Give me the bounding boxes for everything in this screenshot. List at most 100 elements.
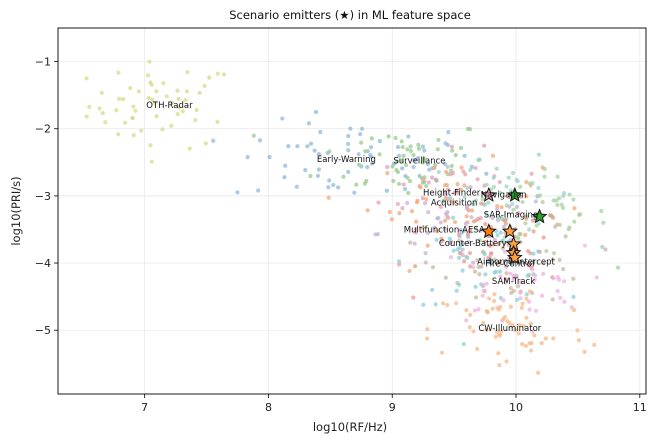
data-point — [152, 100, 157, 105]
data-point — [511, 207, 516, 212]
cluster-label: Acquisition — [431, 199, 478, 209]
data-point — [416, 142, 421, 147]
data-point — [194, 107, 199, 113]
data-point — [384, 188, 389, 193]
data-point — [467, 250, 473, 256]
data-point — [425, 243, 430, 248]
data-point — [561, 266, 566, 272]
data-point — [395, 144, 401, 150]
data-point — [400, 144, 405, 150]
data-point — [523, 221, 528, 226]
cluster-label: Height-Finder — [423, 189, 481, 199]
data-point — [490, 153, 496, 158]
data-point — [424, 336, 430, 341]
data-point — [484, 212, 489, 217]
data-point — [164, 94, 169, 99]
data-point — [100, 111, 105, 116]
data-point — [518, 194, 524, 200]
data-point — [481, 320, 486, 325]
data-point — [400, 166, 405, 171]
data-point — [420, 144, 426, 149]
data-point — [235, 190, 240, 195]
data-point — [499, 215, 504, 220]
data-point — [425, 327, 430, 332]
data-point — [533, 199, 538, 204]
data-point — [148, 143, 153, 148]
cluster-label: Early-Warning — [317, 155, 376, 165]
data-point — [547, 213, 553, 218]
data-point — [306, 121, 311, 126]
data-point — [493, 334, 498, 339]
data-point — [490, 306, 495, 311]
data-point — [566, 227, 571, 232]
data-point — [161, 81, 166, 86]
data-point — [551, 251, 557, 256]
data-point — [524, 216, 529, 221]
data-point — [497, 269, 503, 274]
data-point — [582, 349, 587, 354]
data-point — [286, 144, 291, 149]
data-point — [495, 218, 501, 223]
data-point — [495, 233, 500, 238]
data-point — [476, 216, 481, 222]
data-point — [411, 152, 416, 158]
data-point — [562, 299, 567, 304]
data-point — [397, 211, 402, 216]
data-point — [185, 70, 190, 75]
chart-title: Scenario emitters (★) in ML feature spac… — [229, 8, 471, 22]
data-point — [529, 348, 534, 353]
data-point — [149, 159, 154, 164]
data-point — [460, 247, 465, 252]
data-point — [175, 111, 180, 117]
data-point — [176, 105, 181, 110]
data-point — [422, 148, 427, 153]
data-point — [315, 173, 321, 179]
data-point — [407, 178, 413, 184]
data-point — [146, 95, 151, 101]
data-point — [498, 304, 503, 310]
data-point — [312, 148, 317, 153]
data-point — [405, 147, 410, 152]
data-point — [480, 197, 485, 202]
data-point — [558, 295, 563, 300]
data-point — [503, 264, 509, 269]
data-point — [352, 190, 357, 195]
data-point — [354, 182, 359, 187]
data-point — [600, 244, 605, 250]
data-point — [561, 191, 567, 196]
data-point — [395, 201, 400, 207]
data-point — [462, 183, 467, 188]
data-point — [459, 230, 465, 235]
data-point — [445, 214, 450, 219]
data-point — [369, 161, 375, 166]
data-point — [508, 304, 513, 309]
data-point — [346, 169, 351, 175]
data-point — [435, 229, 440, 234]
data-point — [408, 148, 414, 154]
data-point — [575, 328, 580, 333]
data-point — [418, 185, 423, 190]
data-point — [488, 254, 493, 259]
data-point — [187, 146, 192, 151]
data-point — [511, 273, 516, 279]
data-point — [410, 209, 415, 214]
data-point — [457, 250, 463, 256]
data-point — [396, 259, 402, 264]
data-point — [464, 214, 469, 219]
data-point — [490, 215, 495, 221]
data-point — [131, 104, 136, 109]
data-point — [473, 284, 478, 289]
data-point — [412, 157, 417, 163]
data-point — [482, 143, 487, 148]
data-point — [451, 248, 456, 253]
data-point — [519, 305, 524, 310]
data-point — [475, 258, 480, 263]
data-point — [396, 181, 402, 187]
data-point — [527, 181, 533, 186]
data-point — [180, 109, 185, 114]
data-point — [202, 83, 207, 88]
data-point — [385, 164, 390, 170]
data-point — [572, 308, 577, 313]
data-point — [465, 255, 470, 260]
data-point — [175, 88, 180, 93]
